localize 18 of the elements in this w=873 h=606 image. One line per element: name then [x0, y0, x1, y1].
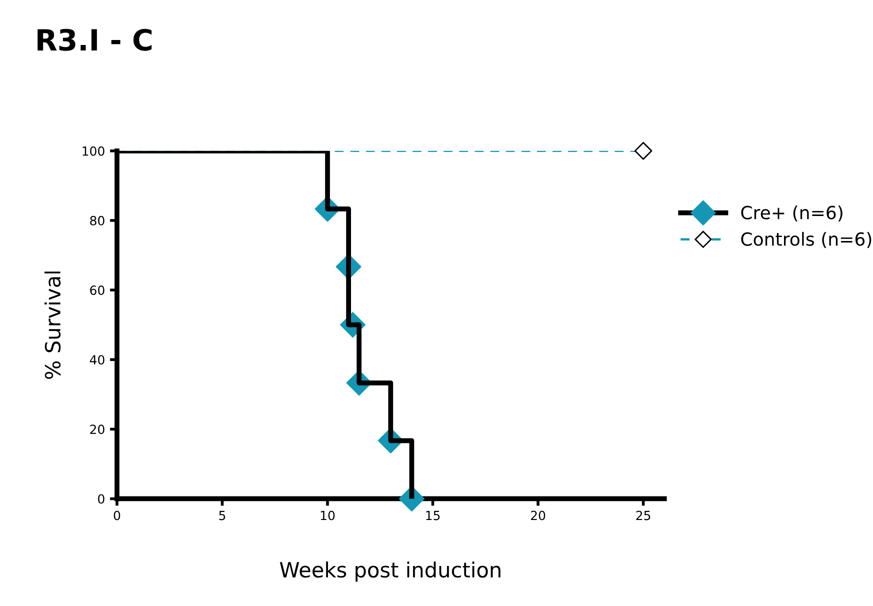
x-tick-label: 15 — [426, 510, 440, 520]
legend-label: Controls (n=6) — [741, 232, 872, 248]
y-tick-label: 100 — [82, 146, 104, 156]
y-tick-label: 80 — [90, 216, 104, 226]
x-tick-label: 20 — [531, 510, 546, 520]
y-axis-title: % Survival — [44, 272, 61, 379]
x-tick-label: 0 — [114, 510, 120, 520]
y-tick-label: 20 — [90, 424, 104, 434]
y-tick-label: 0 — [98, 494, 104, 504]
x-tick-label: 25 — [636, 510, 650, 520]
x-tick-label: 5 — [219, 510, 226, 520]
x-axis-title: Weeks post induction — [280, 562, 500, 582]
point — [634, 142, 652, 160]
legend-label: Cre+ (n=6) — [741, 205, 842, 222]
y-tick-label: 40 — [90, 355, 104, 365]
chart-title: R3.I - C — [38, 28, 152, 51]
x-tick-label: 10 — [320, 510, 335, 520]
y-tick-label: 60 — [90, 286, 104, 295]
